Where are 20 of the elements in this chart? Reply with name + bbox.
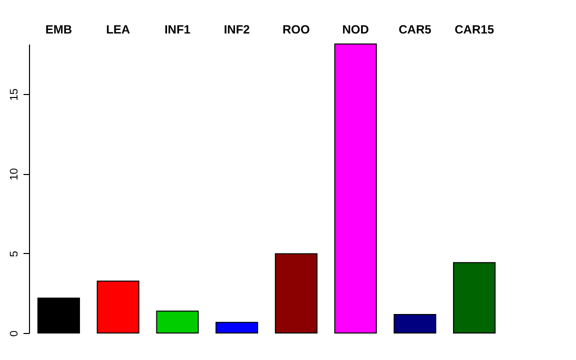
y-tick-label: 15 [8,88,20,101]
y-tick-label: 10 [8,168,20,180]
bar [274,253,318,334]
y-tick-label: 0 [8,330,20,337]
x-tick-label: NOD [342,22,370,36]
x-tick-label: EMB [45,22,72,36]
x-tick-label: INF2 [224,22,250,36]
x-tick-label: CAR15 [454,22,494,36]
x-tick-label: CAR5 [398,22,432,36]
x-tick-label: LEA [106,22,130,36]
x-tick-label: INF1 [164,22,191,36]
bar [334,44,377,334]
bar [37,298,80,334]
x-tick-label: ROO [282,22,310,36]
bar [216,322,258,334]
bar [453,262,496,334]
bar [394,314,436,334]
y-tick-label: 5 [8,250,20,257]
bar [96,280,140,334]
bar [156,310,199,334]
